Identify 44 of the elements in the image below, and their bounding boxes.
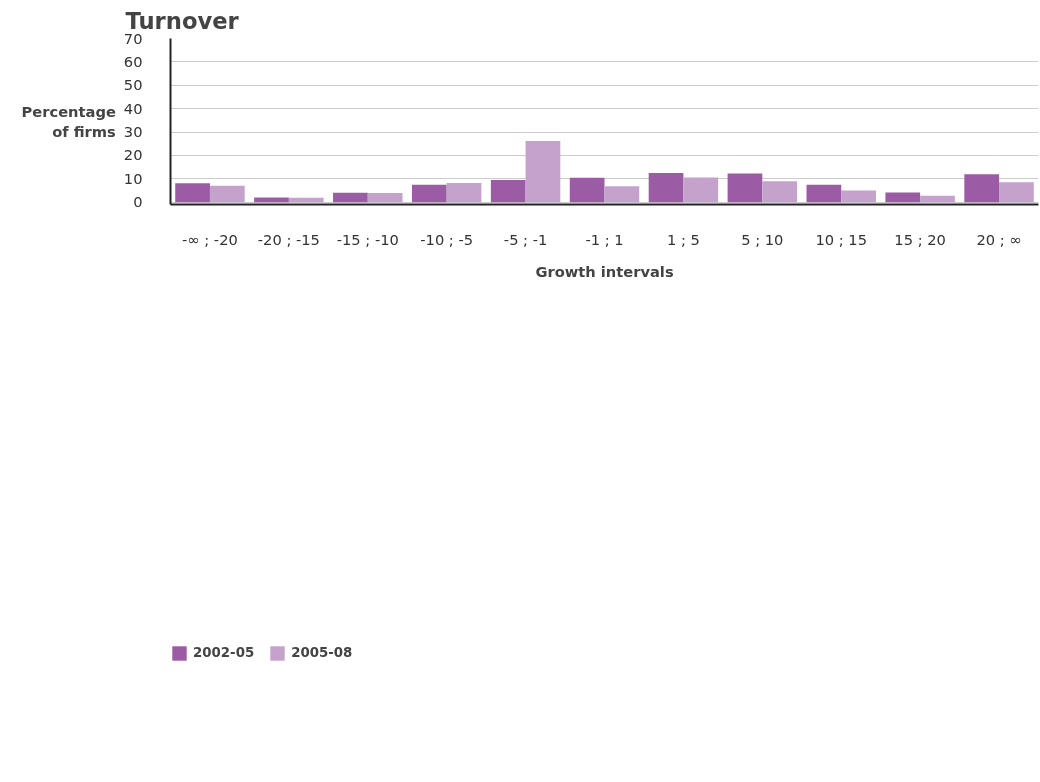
- bar: [411, 184, 447, 203]
- bar: [333, 192, 368, 203]
- bar: [806, 184, 842, 203]
- bar: [209, 185, 245, 203]
- legend-label: 2005-08: [291, 645, 353, 660]
- bar: [446, 182, 482, 203]
- y-tick-label: 10: [123, 169, 143, 187]
- bar: [841, 190, 876, 203]
- bar: [683, 177, 719, 203]
- bar: [490, 179, 526, 203]
- y-tick-label: 60: [123, 52, 143, 70]
- bar: [569, 177, 605, 203]
- y-tick-label: 50: [123, 76, 143, 94]
- bar: [604, 186, 640, 203]
- bar: [999, 182, 1034, 203]
- bar: [885, 192, 921, 203]
- bar: [762, 181, 798, 203]
- x-tick-label: 5 ; 10: [741, 230, 784, 248]
- x-tick-label: -5 ; -1: [503, 230, 548, 248]
- x-tick-label: 20 ; ∞: [976, 230, 1022, 248]
- y-tick-label: 0: [133, 193, 143, 211]
- bar: [367, 193, 403, 203]
- x-axis-title: Growth intervals: [535, 262, 674, 280]
- y-tick-label: 40: [123, 99, 143, 117]
- x-tick-label: -1 ; 1: [585, 230, 624, 248]
- bar: [254, 197, 289, 203]
- x-tick-label: 10 ; 15: [815, 230, 868, 248]
- y-tick-label: 30: [123, 123, 143, 141]
- bar: [920, 195, 955, 203]
- bar: [288, 197, 324, 203]
- y-tick-label: 20: [123, 146, 143, 164]
- bar: [964, 174, 1000, 203]
- x-tick-label: 15 ; 20: [894, 230, 946, 248]
- bar: [648, 172, 684, 203]
- x-tick-label: -15 ; -10: [336, 230, 399, 248]
- x-tick-label: -20 ; -15: [257, 230, 320, 248]
- x-tick-label: 1 ; 5: [666, 230, 700, 248]
- bar: [727, 173, 763, 203]
- bar: [525, 140, 561, 203]
- x-tick-label: -10 ; -5: [420, 230, 474, 248]
- legend-label: 2002-05: [193, 645, 255, 660]
- x-tick-label: -∞ ; -20: [182, 230, 238, 248]
- bar: [175, 183, 210, 203]
- y-axis-title: Percentage of firms: [21, 102, 117, 141]
